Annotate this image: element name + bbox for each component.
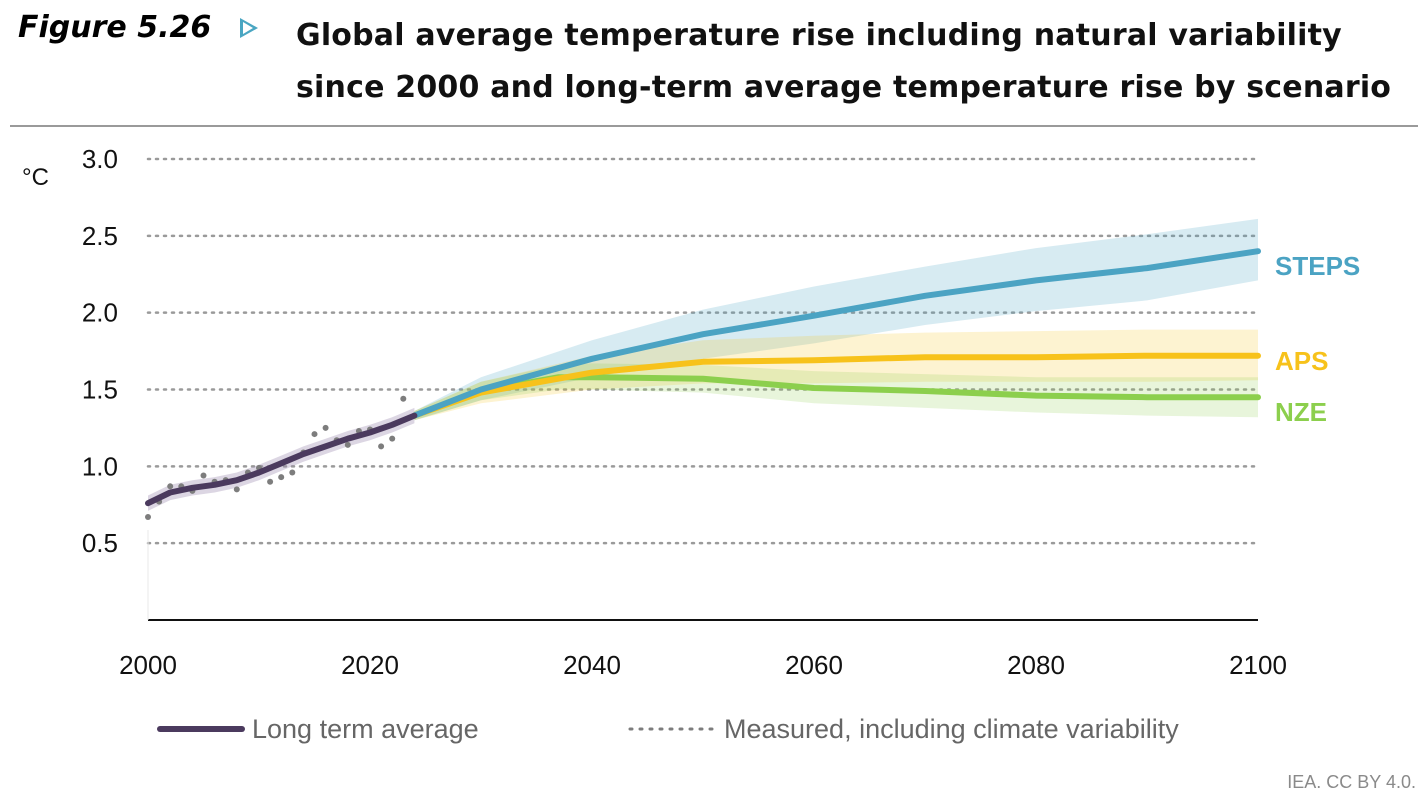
- figure-label: Figure 5.26: [18, 10, 212, 45]
- x-tick-label: 2080: [1007, 650, 1065, 680]
- axes: [147, 530, 1258, 621]
- y-tick-label: 0.5: [82, 528, 118, 558]
- series-label-nze: NZE: [1275, 397, 1327, 427]
- y-tick-label: 3.0: [82, 144, 118, 174]
- y-tick-label: 1.0: [82, 451, 118, 481]
- measured-point: [278, 474, 285, 481]
- legend-label-measured: Measured, including climate variability: [724, 714, 1179, 744]
- measured-point: [311, 431, 318, 438]
- x-tick-label: 2000: [119, 650, 177, 680]
- x-tick-label: 2100: [1229, 650, 1287, 680]
- series-lines: [145, 248, 1261, 521]
- measured-point: [267, 478, 274, 485]
- title-divider: [10, 125, 1418, 127]
- y-tick-label: 2.0: [82, 298, 118, 328]
- measured-point: [322, 424, 329, 431]
- measured-point: [400, 395, 407, 402]
- chart-title: Global average temperature rise includin…: [296, 18, 1392, 105]
- line-long-term-average: [145, 412, 418, 507]
- measured-point: [233, 486, 240, 493]
- legend-label-long-term: Long term average: [252, 714, 479, 744]
- line-aps: [411, 352, 1261, 419]
- figure-arrow-icon: [240, 18, 258, 38]
- measured-point: [378, 443, 385, 450]
- axis-labels: 0.5 1.0 1.5 2.0 2.5 3.0 °C 2000 2020 2040 2060 2080…: [22, 144, 1360, 680]
- legend: Long term average Measured, including cli…: [157, 714, 1179, 744]
- measured-point: [200, 472, 207, 479]
- measured-point: [167, 483, 174, 490]
- y-tick-label: 2.5: [82, 221, 118, 251]
- x-tick-label: 2020: [341, 650, 399, 680]
- x-tick-label: 2040: [563, 650, 621, 680]
- band-long-term-average: [148, 407, 415, 511]
- y-axis-unit: °C: [22, 164, 49, 191]
- grid-lines: [146, 157, 1260, 545]
- measured-point: [344, 441, 351, 448]
- x-tick-label: 2060: [785, 650, 843, 680]
- measured-point: [289, 469, 296, 476]
- measured-point: [389, 435, 396, 442]
- line-steps: [411, 248, 1261, 419]
- credit-text: IEA. CC BY 4.0.: [1287, 772, 1416, 792]
- y-tick-label: 1.5: [82, 375, 118, 405]
- measured-point: [145, 514, 151, 521]
- series-label-aps: APS: [1275, 346, 1328, 376]
- series-label-steps: STEPS: [1275, 251, 1360, 281]
